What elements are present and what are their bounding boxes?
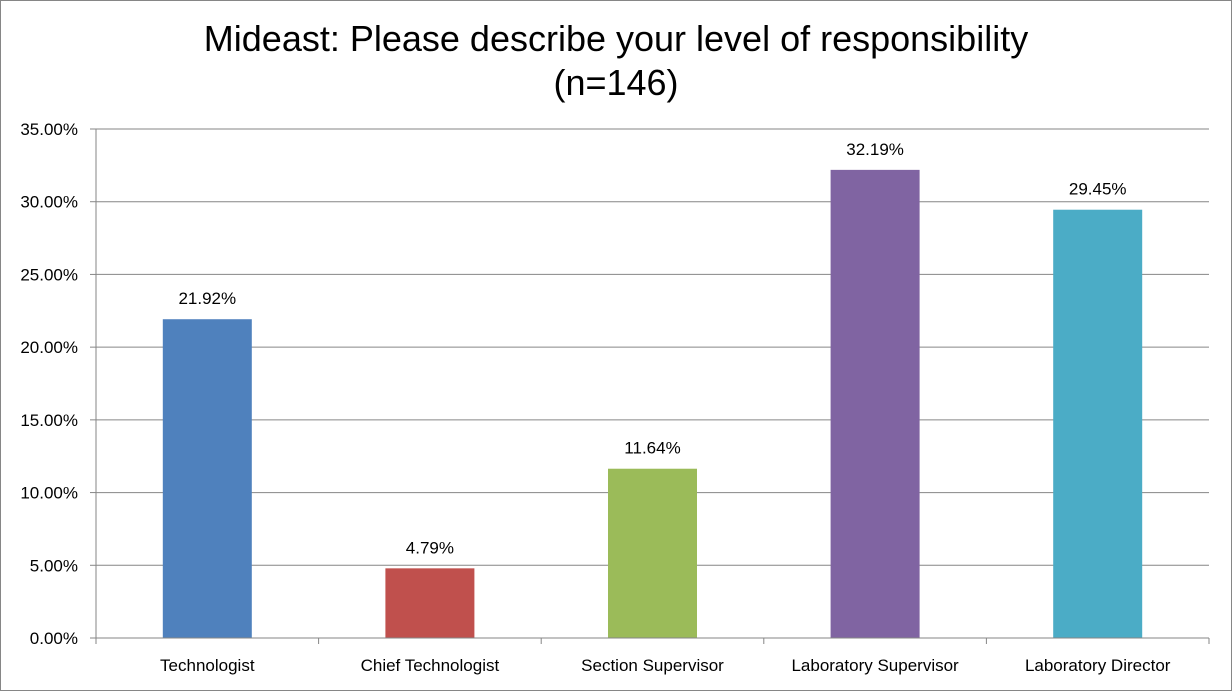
- chart-title: Mideast: Please describe your level of r…: [203, 18, 1029, 59]
- x-tick-label: Chief Technologist: [361, 656, 500, 675]
- y-tick-label: 35.00%: [20, 120, 78, 139]
- y-tick-label: 30.00%: [20, 193, 78, 212]
- data-label: 32.19%: [846, 140, 904, 159]
- x-tick-label: Section Supervisor: [581, 656, 724, 675]
- x-tick-label: Laboratory Supervisor: [791, 656, 959, 675]
- data-label: 29.45%: [1069, 180, 1127, 199]
- bar: [1053, 209, 1143, 638]
- data-label: 11.64%: [624, 439, 680, 458]
- y-tick-label: 25.00%: [20, 265, 78, 284]
- bar: [385, 568, 475, 638]
- x-tick-label: Technologist: [160, 656, 255, 675]
- data-label: 4.79%: [406, 538, 454, 557]
- x-tick-label: Laboratory Director: [1025, 656, 1171, 675]
- y-tick-label: 15.00%: [20, 411, 78, 430]
- bar: [830, 169, 920, 639]
- y-tick-label: 0.00%: [30, 629, 78, 648]
- chart-title-block: Mideast: Please describe your level of r…: [1, 17, 1231, 105]
- y-tick-label: 10.00%: [20, 484, 78, 503]
- bar: [162, 319, 252, 638]
- bar: [608, 468, 697, 638]
- y-tick-label: 5.00%: [30, 556, 78, 575]
- chart-subtitle: (n=146): [553, 62, 679, 103]
- data-label: 21.92%: [178, 289, 236, 308]
- y-tick-label: 20.00%: [20, 338, 78, 357]
